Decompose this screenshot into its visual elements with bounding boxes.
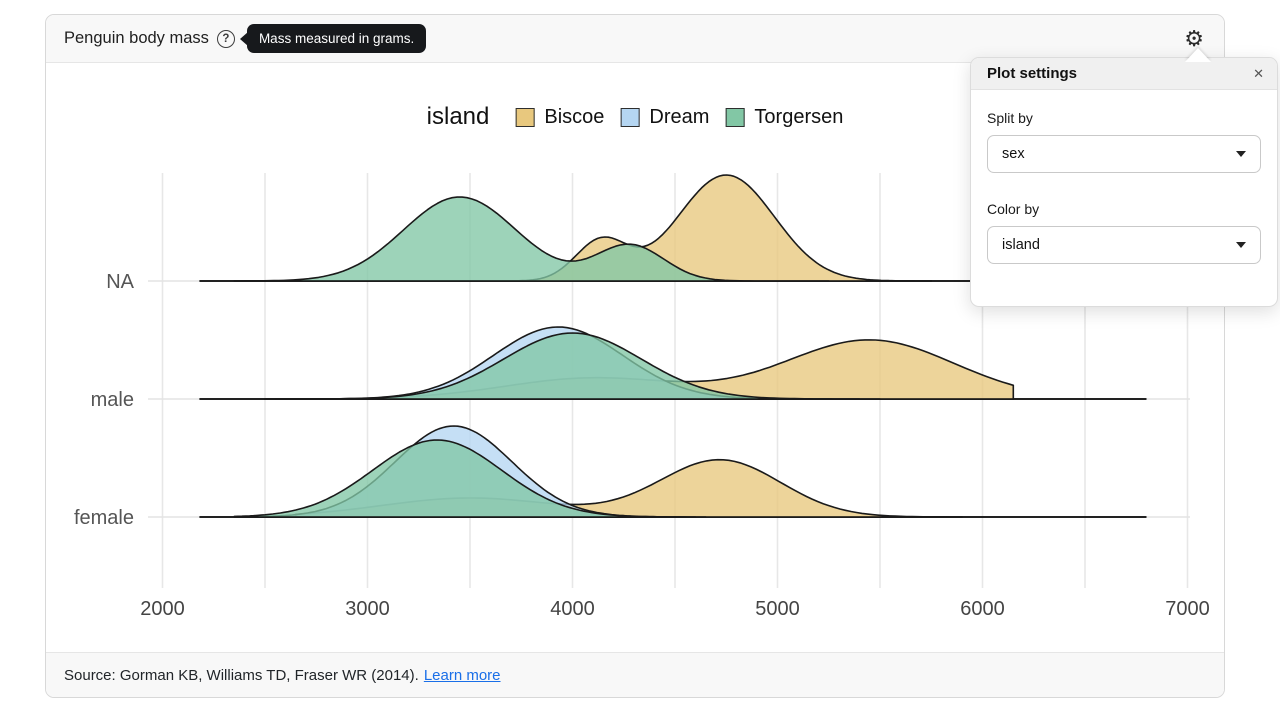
help-tooltip: Mass measured in grams. xyxy=(246,24,427,53)
svg-text:4000: 4000 xyxy=(550,598,595,620)
color-by-label: Color by xyxy=(987,201,1040,217)
split-by-select[interactable]: sex xyxy=(987,135,1261,173)
plot-area: NA male female 2000 3000 4000 5000 6000 7000 isl… xyxy=(46,63,1224,652)
help-icon[interactable]: ? xyxy=(216,29,235,48)
color-by-select[interactable]: island xyxy=(987,226,1261,264)
legend-label: Biscoe xyxy=(544,105,605,128)
card-header: Penguin body mass ? Mass measured in gra… xyxy=(46,15,1224,63)
chevron-down-icon xyxy=(1236,151,1246,157)
panel-title: Plot settings xyxy=(987,65,1078,82)
close-icon[interactable]: ✕ xyxy=(1253,65,1264,81)
color-by-value: island xyxy=(1002,237,1040,253)
learn-more-link[interactable]: Learn more xyxy=(423,666,501,684)
legend-swatch-icon xyxy=(725,107,745,127)
ridgeline-plot: NA male female 2000 3000 4000 5000 6000 7000 xyxy=(74,173,1210,620)
legend-label: Dream xyxy=(649,105,710,128)
legend-item: Torgersen xyxy=(725,106,843,129)
plot-settings-panel: Plot settings ✕ Split by sex Color by is… xyxy=(970,57,1278,307)
legend-label: Torgersen xyxy=(754,105,844,128)
chart-legend: island Biscoe Dream Torgersen xyxy=(427,103,844,131)
chevron-down-icon xyxy=(1236,242,1246,248)
svg-text:7000: 7000 xyxy=(1165,598,1210,620)
card-footer: Source: Gorman KB, Williams TD, Fraser W… xyxy=(46,652,1224,697)
gear-icon[interactable]: ⚙ xyxy=(1184,25,1204,51)
svg-text:5000: 5000 xyxy=(755,598,800,620)
svg-text:2000: 2000 xyxy=(140,598,185,620)
legend-title: island xyxy=(426,103,490,130)
svg-text:6000: 6000 xyxy=(960,598,1005,620)
svg-text:NA: NA xyxy=(106,271,134,293)
legend-item: Dream xyxy=(620,106,709,129)
legend-swatch-icon xyxy=(620,107,640,127)
popover-arrow xyxy=(1185,48,1211,62)
split-by-label: Split by xyxy=(987,110,1033,126)
svg-text:3000: 3000 xyxy=(345,598,390,620)
legend-swatch-icon xyxy=(515,107,535,127)
page-title: Penguin body mass xyxy=(64,29,209,47)
split-by-value: sex xyxy=(1002,146,1025,162)
legend-item: Biscoe xyxy=(515,106,604,129)
source-text: Source: Gorman KB, Williams TD, Fraser W… xyxy=(64,666,419,684)
svg-text:male: male xyxy=(91,389,134,411)
panel-header: Plot settings ✕ xyxy=(971,58,1277,90)
svg-text:female: female xyxy=(74,507,134,529)
panel-body: Split by sex Color by island xyxy=(971,90,1277,306)
